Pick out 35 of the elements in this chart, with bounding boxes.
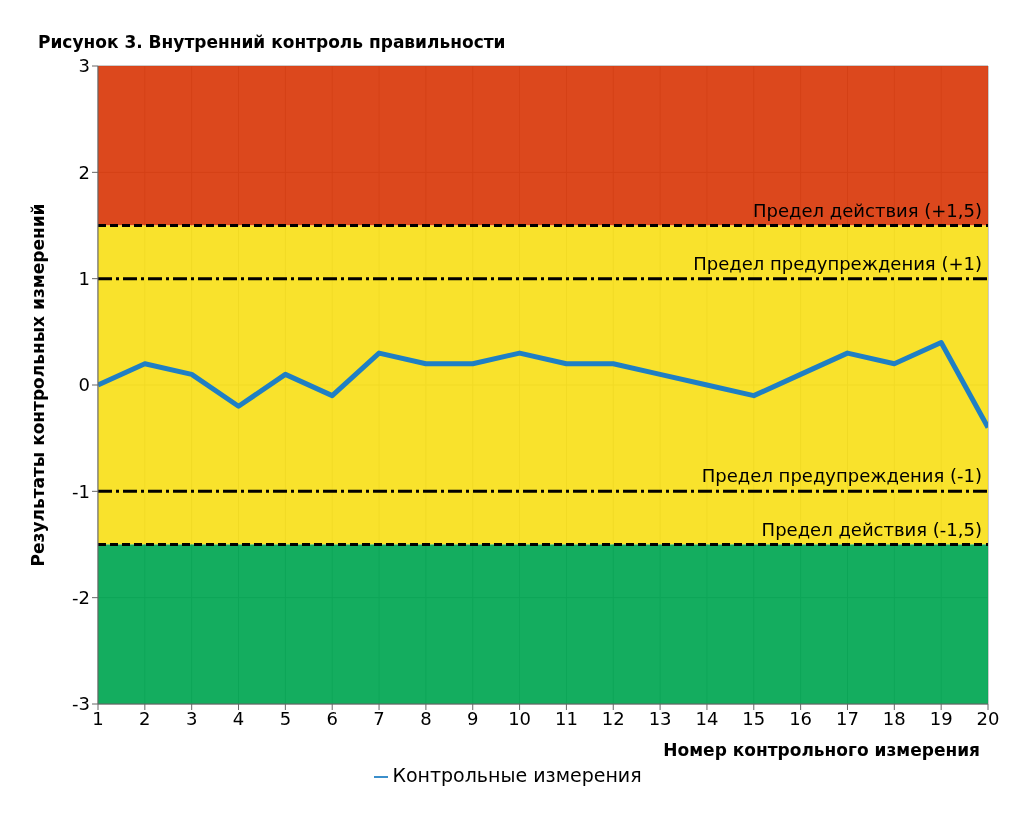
x-tick-label: 14	[695, 707, 719, 729]
ref-line-label: Предел действия (-1,5)	[761, 518, 982, 540]
ref-line-label: Предел действия (+1,5)	[753, 199, 982, 221]
y-tick-label: -2	[72, 587, 90, 609]
x-tick-label: 12	[601, 707, 625, 729]
x-tick-label: 18	[882, 707, 906, 729]
x-tick-label: 4	[232, 707, 245, 729]
x-tick-label: 3	[185, 707, 198, 729]
x-tick-label: 1	[92, 707, 104, 729]
x-tick-label: 6	[326, 707, 338, 729]
y-tick-label: 0	[78, 374, 90, 396]
x-axis-title: Номер контрольного измерения	[663, 740, 980, 760]
y-tick-label: 3	[78, 55, 90, 77]
y-tick-label: 2	[78, 161, 90, 183]
chart-title: Рисунок 3. Внутренний контроль правильности	[37, 31, 507, 54]
y-tick-label: -3	[72, 693, 90, 715]
x-tick-label: 9	[467, 707, 479, 729]
x-tick-label: 19	[929, 707, 953, 729]
x-tick-label: 5	[279, 707, 292, 729]
x-tick-label: 17	[836, 707, 859, 729]
x-tick-label: 11	[554, 707, 578, 729]
y-tick-label: -1	[72, 480, 90, 502]
x-tick-label: 15	[742, 707, 766, 729]
x-tick-label: 20	[976, 707, 1000, 729]
y-axis-title: Результаты контрольных измерений	[28, 203, 49, 567]
x-tick-label: 10	[508, 707, 532, 729]
x-tick-label: 16	[789, 707, 813, 729]
x-tick-label: 7	[373, 707, 385, 729]
y-tick-label: 1	[78, 268, 90, 290]
x-tick-label: 13	[648, 707, 672, 729]
ref-line-label: Предел предупреждения (+1)	[693, 252, 982, 274]
x-tick-label: 2	[139, 707, 151, 729]
x-tick-label: 8	[420, 707, 432, 729]
legend-label: Контрольные измерения	[392, 764, 642, 786]
ref-line-label: Предел предупреждения (-1)	[701, 465, 982, 487]
